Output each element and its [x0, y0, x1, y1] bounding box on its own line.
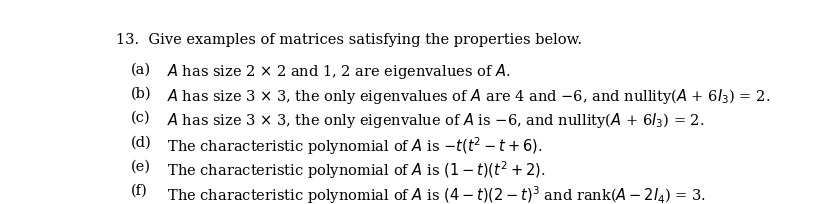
Text: (a): (a): [131, 62, 151, 76]
Text: 13.  Give examples of matrices satisfying the properties below.: 13. Give examples of matrices satisfying…: [116, 33, 582, 47]
Text: The characteristic polynomial of $A$ is $(1-t)(t^2+2)$.: The characteristic polynomial of $A$ is …: [157, 160, 545, 181]
Text: $A$ has size 3 $\times$ 3, the only eigenvalues of $A$ are 4 and $-$6, and nulli: $A$ has size 3 $\times$ 3, the only eige…: [157, 86, 770, 105]
Text: $A$ has size 3 $\times$ 3, the only eigenvalue of $A$ is $-$6, and nullity($A$ +: $A$ has size 3 $\times$ 3, the only eige…: [157, 111, 704, 130]
Text: The characteristic polynomial of $A$ is $-t(t^2 - t + 6)$.: The characteristic polynomial of $A$ is …: [157, 135, 542, 157]
Text: (f): (f): [131, 184, 148, 198]
Text: $A$ has size 2 $\times$ 2 and 1, 2 are eigenvalues of $A$.: $A$ has size 2 $\times$ 2 and 1, 2 are e…: [157, 62, 510, 81]
Text: The characteristic polynomial of $A$ is $(4-t)(2-t)^3$ and rank($A - 2I_4$) = 3.: The characteristic polynomial of $A$ is …: [157, 184, 706, 204]
Text: (e): (e): [131, 160, 151, 174]
Text: (b): (b): [131, 86, 151, 101]
Text: (d): (d): [131, 135, 151, 149]
Text: (c): (c): [131, 111, 151, 125]
